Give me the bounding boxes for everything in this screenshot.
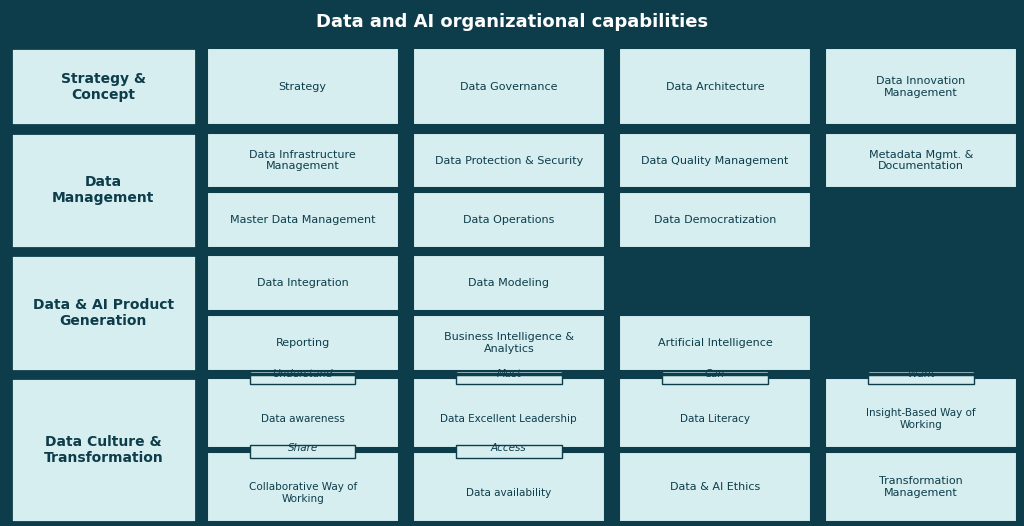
Bar [413, 192, 604, 248]
Bar [413, 48, 604, 125]
Text: Data & AI Ethics: Data & AI Ethics [670, 482, 760, 492]
Bar [10, 48, 197, 125]
Text: Data Culture &
Transformation: Data Culture & Transformation [44, 435, 163, 466]
Text: Collaborative Way of
Working: Collaborative Way of Working [249, 482, 356, 503]
Text: Master Data Management: Master Data Management [230, 215, 376, 225]
Bar [868, 371, 974, 385]
Text: Data Operations: Data Operations [463, 215, 554, 225]
Bar [0, 0, 1024, 45]
Bar [250, 445, 355, 458]
Bar [10, 133, 197, 248]
Text: Data Governance: Data Governance [460, 82, 557, 92]
Bar [10, 378, 197, 522]
Text: Can: Can [705, 369, 725, 379]
Text: Data & AI Product
Generation: Data & AI Product Generation [33, 298, 174, 328]
Text: Metadata Mgmt. &
Documentation: Metadata Mgmt. & Documentation [868, 150, 973, 171]
Bar [456, 445, 561, 458]
Text: Understand: Understand [272, 369, 333, 379]
Bar [413, 315, 604, 371]
Bar [10, 255, 197, 371]
Bar [207, 378, 398, 448]
Text: Data Infrastructure
Management: Data Infrastructure Management [250, 150, 356, 171]
Text: Data Modeling: Data Modeling [468, 278, 549, 288]
Text: Must: Must [497, 369, 521, 379]
Bar [413, 255, 604, 311]
Text: Data awareness: Data awareness [261, 414, 345, 424]
Text: Transformation
Management: Transformation Management [879, 477, 963, 498]
Text: Strategy &
Concept: Strategy & Concept [60, 72, 146, 102]
Text: Data Democratization: Data Democratization [653, 215, 776, 225]
Text: Data Protection & Security: Data Protection & Security [434, 156, 583, 166]
Bar [663, 371, 768, 385]
Bar [207, 255, 398, 311]
Text: Data availability: Data availability [466, 488, 552, 498]
Text: Data Architecture: Data Architecture [666, 82, 764, 92]
Bar [825, 378, 1017, 448]
Bar [250, 371, 355, 385]
Text: Insight-Based Way of
Working: Insight-Based Way of Working [866, 408, 976, 430]
Text: Artificial Intelligence: Artificial Intelligence [657, 338, 772, 348]
Bar [618, 133, 811, 188]
Text: Data Integration: Data Integration [257, 278, 348, 288]
Text: Access: Access [490, 443, 526, 453]
Text: Data Literacy: Data Literacy [680, 414, 750, 424]
Text: Data Excellent Leadership: Data Excellent Leadership [440, 414, 578, 424]
Bar [207, 48, 398, 125]
Bar [825, 452, 1017, 522]
Text: Reporting: Reporting [275, 338, 330, 348]
Bar [618, 192, 811, 248]
Bar [413, 378, 604, 448]
Bar [207, 192, 398, 248]
Text: Data Innovation
Management: Data Innovation Management [877, 76, 966, 98]
Bar [456, 371, 561, 385]
Text: Strategy: Strategy [279, 82, 327, 92]
Bar [825, 133, 1017, 188]
Bar [413, 452, 604, 522]
Bar [618, 315, 811, 371]
Text: Want: Want [907, 369, 934, 379]
Text: Data and AI organizational capabilities: Data and AI organizational capabilities [316, 13, 708, 32]
Bar [207, 133, 398, 188]
Text: Data
Management: Data Management [52, 175, 155, 205]
Bar [207, 452, 398, 522]
Text: Data Quality Management: Data Quality Management [641, 156, 788, 166]
Text: Business Intelligence &
Analytics: Business Intelligence & Analytics [443, 332, 573, 353]
Text: Share: Share [288, 443, 317, 453]
Bar [618, 48, 811, 125]
Bar [618, 452, 811, 522]
Bar [825, 48, 1017, 125]
Bar [413, 133, 604, 188]
Bar [207, 315, 398, 371]
Bar [618, 378, 811, 448]
